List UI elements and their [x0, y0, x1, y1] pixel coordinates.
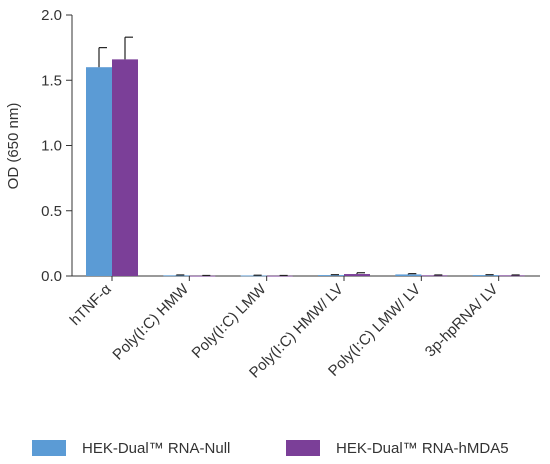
error-bar-group — [98, 36, 520, 277]
bar-rna-null — [472, 275, 499, 276]
legend: HEK-Dual™ RNA-Null HEK-Dual™ RNA-hMDA5 — [32, 440, 509, 457]
y-tick-label: 0.5 — [41, 203, 62, 220]
bar-group — [86, 59, 525, 277]
x-tick-label: Poly(I:C) HMW — [109, 280, 192, 363]
bar-rna-null — [86, 67, 112, 276]
y-tick-label: 1.5 — [41, 72, 62, 89]
x-tick-label: 3p-hpRNA/ LV — [422, 281, 502, 361]
x-tick-label: Poly(I:C) LMW — [189, 280, 271, 362]
y-axis-label: OD (650 nm) — [5, 103, 22, 190]
bar-rna-hmda5 — [421, 275, 448, 277]
y-tick-label: 0.0 — [41, 268, 62, 285]
bar-rna-null — [163, 275, 190, 277]
bar-rna-null — [395, 274, 422, 276]
bar-rna-hmda5 — [266, 275, 293, 277]
legend-swatch-rna-null — [32, 440, 66, 456]
y-tick-label: 2.0 — [41, 7, 62, 24]
bar-rna-null — [240, 275, 267, 277]
bar-rna-hmda5 — [344, 274, 370, 276]
bar-rna-hmda5 — [189, 275, 216, 277]
y-tick-group: 0.0 0.5 1.0 1.5 2.0 — [41, 7, 72, 285]
bar-rna-hmda5 — [498, 275, 525, 277]
bar-rna-null — [318, 275, 344, 276]
legend-label-rna-null: HEK-Dual™ RNA-Null — [82, 440, 230, 457]
x-tick-label: hTNF-α — [67, 281, 115, 329]
y-tick-label: 1.0 — [41, 138, 62, 155]
legend-swatch-rna-hmda5 — [286, 440, 320, 456]
bar-rna-hmda5 — [112, 59, 138, 277]
legend-label-rna-hmda5: HEK-Dual™ RNA-hMDA5 — [336, 440, 509, 457]
